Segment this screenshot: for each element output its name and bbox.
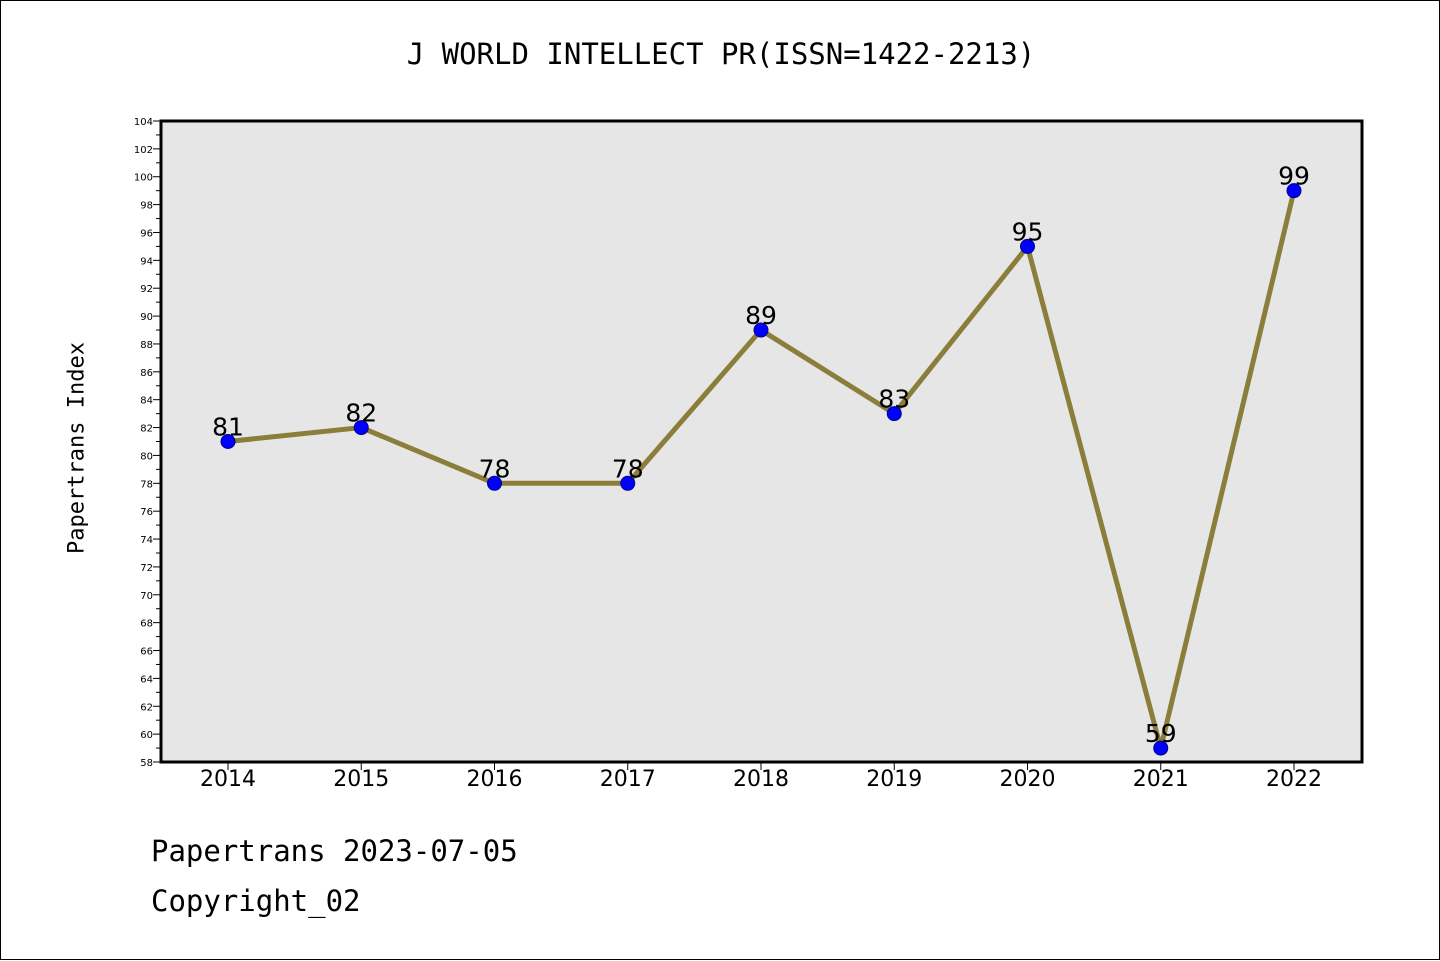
- data-point-marker: [620, 475, 636, 491]
- data-point-marker: [753, 322, 769, 338]
- x-tick-label: 2018: [733, 767, 789, 792]
- y-tick-label: 78: [140, 479, 153, 490]
- y-tick-label: 60: [140, 730, 153, 741]
- data-label: 81: [212, 413, 244, 442]
- x-tick-label: 2022: [1266, 767, 1322, 792]
- data-label-group: 81 82 78 78 89 83 95 59 99: [212, 162, 1310, 748]
- data-label: 82: [345, 399, 377, 428]
- data-label: 59: [1145, 719, 1177, 748]
- y-tick-label: 86: [140, 368, 153, 379]
- plot-area: [161, 121, 1362, 762]
- x-tick-label: 2015: [333, 767, 389, 792]
- x-tick-label: 2020: [1000, 767, 1056, 792]
- y-tick-label: 88: [140, 340, 153, 351]
- y-tick-label: 74: [140, 535, 153, 546]
- y-tick-label: 94: [140, 256, 153, 267]
- data-label: 78: [479, 454, 511, 483]
- y-tick-label: 68: [140, 619, 153, 630]
- plot-border: [159, 119, 1364, 764]
- data-point-marker: [1020, 238, 1035, 254]
- y-tick-label: 70: [140, 591, 153, 602]
- x-tick-label: 2017: [600, 767, 656, 792]
- y-tick-label: 66: [140, 647, 153, 658]
- y-tick-label: 98: [140, 201, 153, 212]
- data-point-marker: [487, 475, 502, 491]
- y-tick-label: 100: [134, 173, 153, 184]
- y-tick-label: 76: [140, 507, 153, 518]
- data-label: 99: [1278, 162, 1310, 191]
- y-tick-label: 104: [134, 117, 153, 128]
- x-tick-label: 2021: [1133, 767, 1189, 792]
- y-tick-label: 82: [140, 424, 153, 435]
- data-label: 95: [1012, 217, 1044, 246]
- y-tick-label: 80: [140, 451, 153, 462]
- data-point-marker: [886, 406, 902, 422]
- x-tick-label: 2014: [200, 767, 256, 792]
- y-axis: 58 60 62 64 66 68 70 72 74 76 78 80 82 84 86 88 90 92 94 96…: [134, 117, 161, 769]
- data-point-marker: [1286, 183, 1302, 199]
- y-tick-label: 72: [140, 563, 153, 574]
- data-point-marker: [1153, 740, 1169, 756]
- data-point-marker: [353, 420, 369, 436]
- data-label: 78: [612, 454, 644, 483]
- y-tick-label: 92: [140, 284, 153, 295]
- y-tick-label: 64: [140, 674, 153, 685]
- data-label: 89: [745, 301, 777, 330]
- marker-group: [220, 183, 1302, 756]
- data-label: 83: [878, 385, 910, 414]
- footer-date: Papertrans 2023-07-05: [151, 834, 518, 868]
- chart-title: J WORLD INTELLECT PR(ISSN=1422-2213): [406, 37, 1036, 71]
- x-axis: 2014 2015 2016 2017 2018 2019 2020 2021 2022: [200, 762, 1322, 792]
- y-tick-label: 102: [134, 145, 153, 156]
- x-tick-label: 2016: [467, 767, 523, 792]
- y-tick-label: 62: [140, 702, 153, 713]
- footer-copyright: Copyright_02: [151, 884, 361, 918]
- y-tick-label: 84: [140, 396, 153, 407]
- y-tick-label: 96: [140, 228, 153, 239]
- data-point-marker: [220, 434, 236, 449]
- y-tick-label: 58: [140, 758, 153, 769]
- y-tick-label: 90: [140, 312, 153, 323]
- x-tick-label: 2019: [866, 767, 922, 792]
